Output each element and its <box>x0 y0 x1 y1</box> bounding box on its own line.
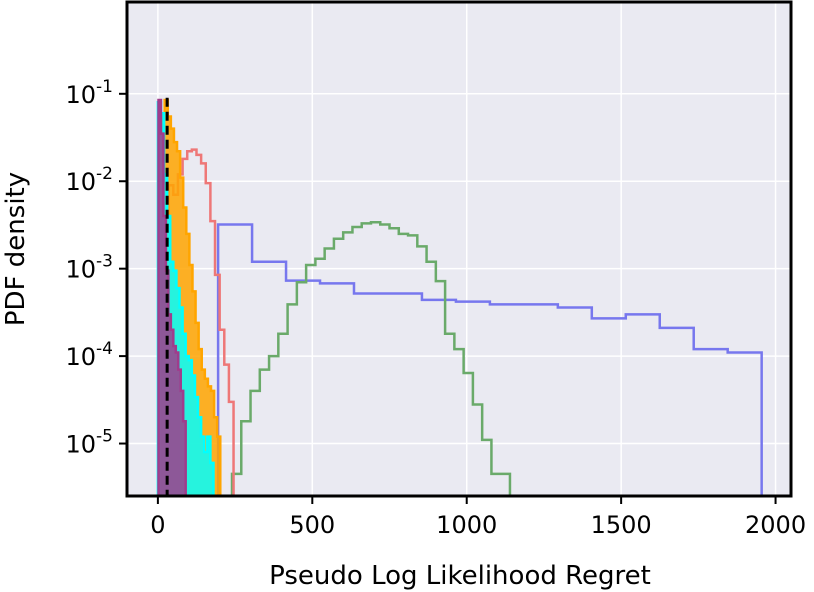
x-tick-label: 1500 <box>591 511 652 539</box>
x-axis-ticks: 0 500 1000 1500 2000 <box>150 496 806 539</box>
y-tick-label: 10-4 <box>66 339 114 371</box>
histogram-series-2 <box>230 220 523 496</box>
x-tick-label: 2000 <box>745 511 806 539</box>
y-axis-ticks: 10-1 10-2 10-3 10-4 10-5 <box>66 77 127 459</box>
histogram-series <box>156 98 763 496</box>
x-axis-label: Pseudo Log Likelihood Regret <box>269 561 651 591</box>
plot-frame <box>125 0 793 498</box>
x-tick-label: 1000 <box>436 511 497 539</box>
histogram-series-6 <box>157 98 187 496</box>
y-tick-label: 10-2 <box>66 164 114 196</box>
y-tick-label: 10-1 <box>66 77 114 109</box>
x-tick-label: 0 <box>150 511 165 539</box>
x-tick-label: 500 <box>289 511 335 539</box>
y-tick-label: 10-5 <box>66 427 114 459</box>
histogram-series-1 <box>216 223 763 496</box>
grid-lines <box>127 2 791 496</box>
y-axis-label: PDF density <box>1 172 31 326</box>
plot-background <box>127 2 791 496</box>
y-tick-label: 10-3 <box>66 252 114 284</box>
